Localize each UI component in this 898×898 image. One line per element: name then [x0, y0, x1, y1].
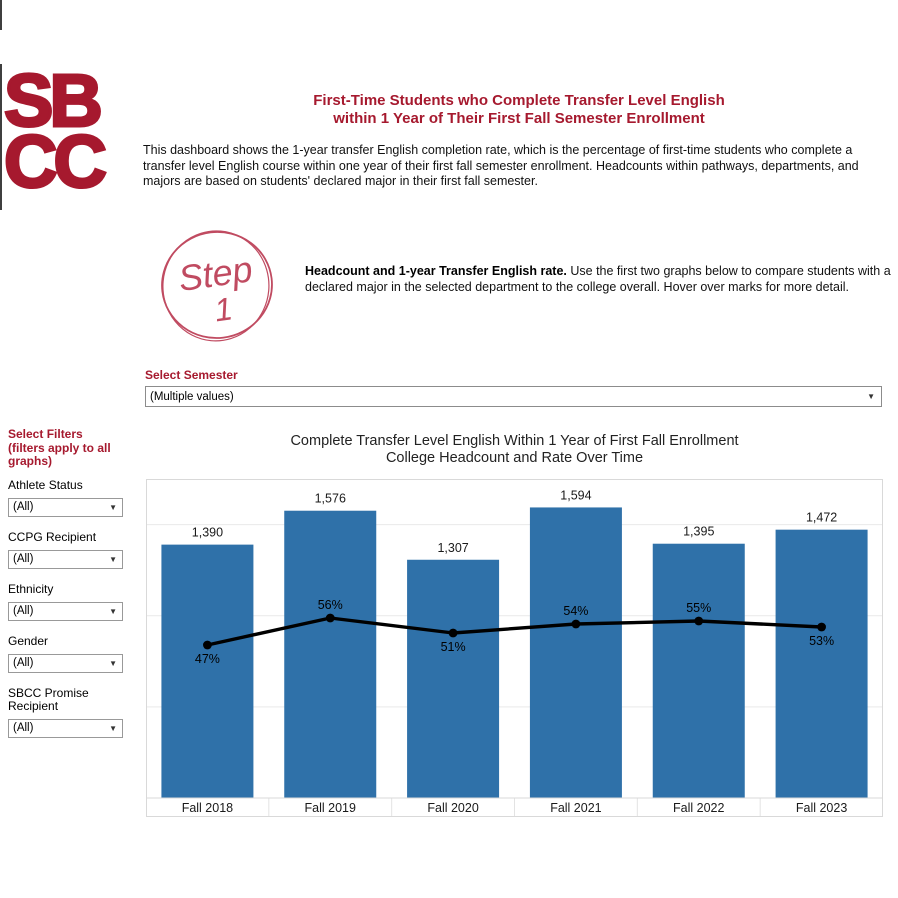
bar-mark[interactable] — [529, 507, 622, 798]
chevron-down-icon: ▼ — [109, 723, 117, 733]
step-badge-word: Step — [176, 248, 255, 299]
bar-value-label: 1,390 — [192, 526, 223, 540]
filter-ccpg-recipient: CCPG Recipient (All) ▼ — [8, 529, 126, 569]
dropdown-value: (All) — [13, 722, 34, 734]
semester-dropdown[interactable]: (Multiple values) ▼ — [145, 386, 882, 407]
bar-value-label: 1,307 — [437, 541, 468, 555]
filter-athlete-status: Athlete Status (All) ▼ — [8, 477, 126, 517]
gender-dropdown[interactable]: (All) ▼ — [8, 653, 123, 673]
x-axis-label: Fall 2020 — [427, 801, 478, 815]
rate-value-label: 54% — [563, 604, 588, 618]
ethnicity-dropdown[interactable]: (All) ▼ — [8, 601, 123, 621]
x-axis-label: Fall 2023 — [796, 801, 847, 815]
line-mark[interactable] — [694, 616, 704, 626]
filter-sbcc-promise-recipient: SBCC Promise Recipient (All) ▼ — [8, 685, 126, 738]
step-badge-number: 1 — [212, 290, 235, 328]
dropdown-value: (All) — [13, 657, 34, 669]
rate-value-label: 47% — [195, 652, 220, 666]
athlete-status-dropdown[interactable]: (All) ▼ — [8, 497, 123, 517]
dropdown-value: (All) — [13, 501, 34, 513]
bar-mark[interactable] — [407, 559, 500, 798]
bar-mark[interactable] — [652, 543, 745, 798]
dropdown-value: (All) — [13, 553, 34, 565]
chart-border — [146, 479, 883, 817]
window-edge — [0, 64, 2, 210]
page-title: First-Time Students who Complete Transfe… — [143, 92, 895, 128]
x-axis-label: Fall 2019 — [305, 801, 356, 815]
dropdown-value: (All) — [13, 605, 34, 617]
bar-mark[interactable] — [284, 510, 377, 798]
filter-ethnicity: Ethnicity (All) ▼ — [8, 581, 126, 621]
x-axis-label: Fall 2021 — [550, 801, 601, 815]
rate-line — [207, 616, 822, 647]
sbcc-logo: SB CC — [3, 59, 109, 203]
sbcc-promise-dropdown[interactable]: (All) ▼ — [8, 718, 123, 738]
bar-value-label: 1,576 — [315, 492, 346, 506]
chevron-down-icon: ▼ — [867, 392, 875, 401]
line-mark[interactable] — [448, 628, 458, 638]
step-instructions-body: Use the first two graphs below to compar… — [305, 264, 891, 294]
x-axis-label: Fall 2018 — [182, 801, 233, 815]
filters-sidebar: Select Filters (filters apply to all gra… — [8, 427, 126, 752]
rate-value-label: 51% — [441, 640, 466, 654]
line-mark[interactable] — [817, 622, 826, 632]
line-mark[interactable] — [325, 613, 335, 623]
filter-label: Athlete Status — [8, 477, 83, 492]
filter-gender: Gender (All) ▼ — [8, 633, 126, 673]
semester-dropdown-value: (Multiple values) — [150, 390, 234, 403]
chevron-down-icon: ▼ — [109, 502, 117, 512]
sbcc-logo-line1: SB — [3, 59, 105, 142]
page-title-line1: First-Time Students who Complete Transfe… — [313, 92, 725, 109]
chart-title-line2: College Headcount and Rate Over Time — [385, 450, 644, 466]
filter-label: SBCC Promise Recipient — [8, 685, 89, 713]
chart-title: Complete Transfer Level English Within 1… — [146, 433, 883, 467]
window-edge — [0, 0, 2, 30]
bar-mark[interactable] — [161, 544, 254, 798]
bar-value-label: 1,395 — [683, 525, 714, 539]
step-1-badge: Step 1 — [161, 230, 273, 342]
bar-value-label: 1,594 — [560, 488, 591, 502]
filter-label: CCPG Recipient — [8, 529, 97, 544]
select-semester-label: Select Semester — [145, 368, 238, 382]
page-title-line2: within 1 Year of Their First Fall Semest… — [333, 110, 705, 127]
chart-title-line1: Complete Transfer Level English Within 1… — [290, 433, 739, 449]
bar-value-label: 1,472 — [806, 511, 837, 525]
bar-mark[interactable] — [775, 529, 868, 798]
select-filters-heading: Select Filters (filters apply to all gra… — [8, 427, 111, 468]
dashboard-description: This dashboard shows the 1-year transfer… — [143, 143, 859, 188]
step-instructions: Headcount and 1-year Transfer English ra… — [305, 264, 893, 295]
line-mark[interactable] — [571, 619, 581, 629]
chevron-down-icon: ▼ — [109, 606, 117, 616]
headcount-rate-chart[interactable]: 1,390 1,576 1,307 1,594 1,395 1,472 Fall 2018 F… — [146, 479, 883, 817]
chevron-down-icon: ▼ — [109, 554, 117, 564]
rate-value-label: 55% — [686, 601, 711, 615]
step-instructions-bold: Headcount and 1-year Transfer English ra… — [305, 264, 567, 278]
rate-value-label: 56% — [318, 598, 343, 612]
sbcc-logo-line2: CC — [3, 120, 109, 203]
chevron-down-icon: ▼ — [109, 658, 117, 668]
ccpg-recipient-dropdown[interactable]: (All) ▼ — [8, 549, 123, 569]
x-axis-label: Fall 2022 — [673, 801, 724, 815]
filter-label: Gender — [8, 633, 49, 648]
line-mark[interactable] — [203, 640, 212, 650]
filter-label: Ethnicity — [8, 581, 54, 596]
rate-value-label: 53% — [809, 634, 834, 648]
